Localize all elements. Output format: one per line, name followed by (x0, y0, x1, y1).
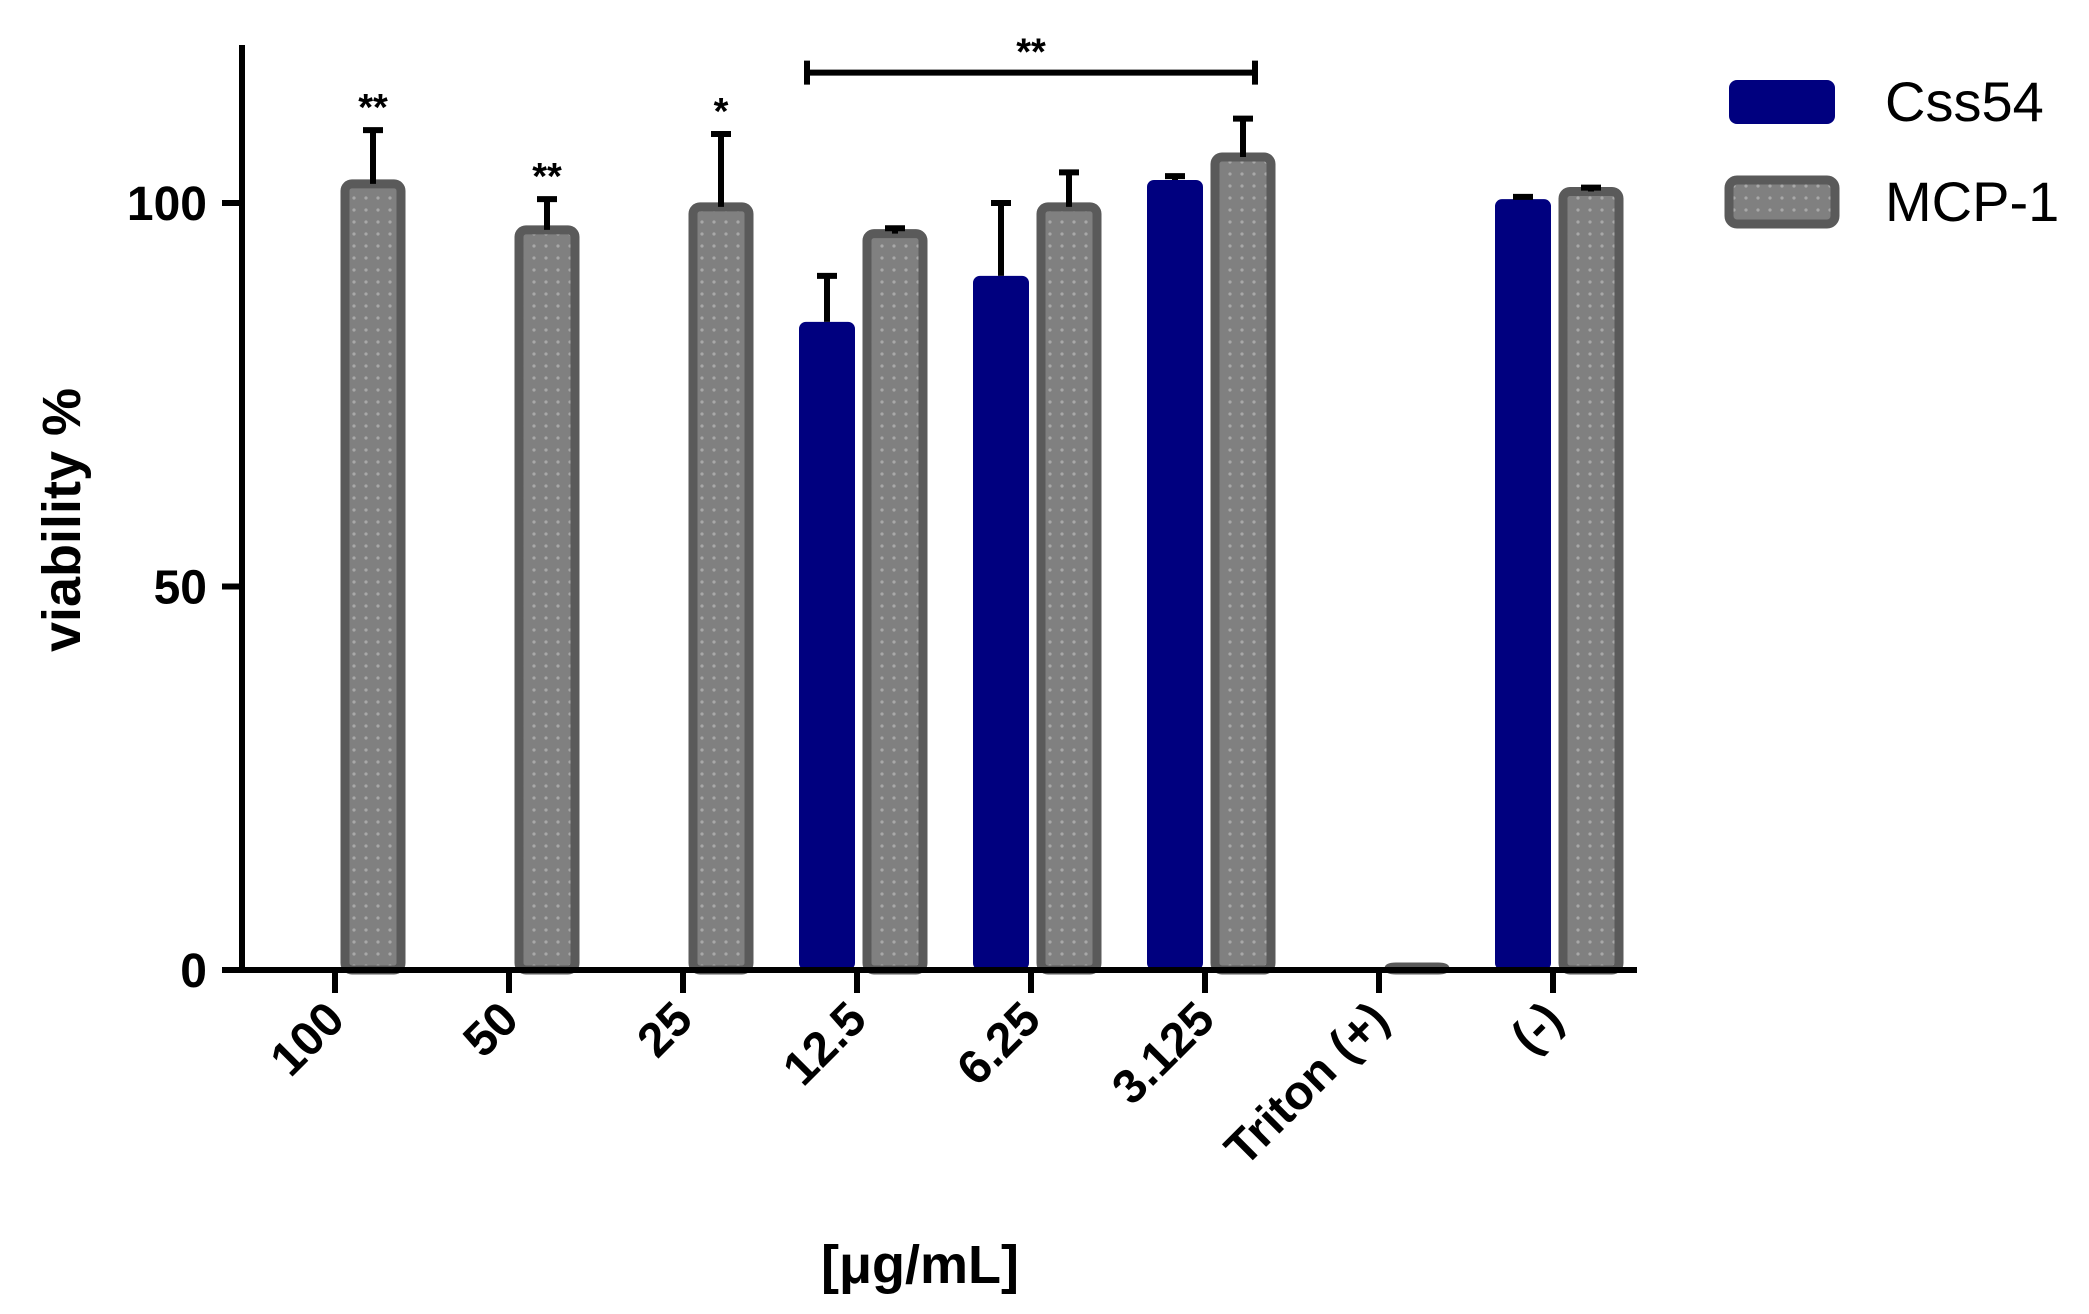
bar-mcp-1- (1558, 186, 1624, 975)
x-tick-label-50: 50 (454, 992, 529, 1067)
significance-label-50: ** (532, 156, 562, 198)
x-axis-title: [μg/mL] (821, 1235, 1019, 1295)
error-bar-mcp-1-3-125 (1233, 115, 1253, 157)
legend-label-css54: Css54 (1885, 70, 2044, 133)
bar-mcp-1-3-125 (1210, 152, 1276, 975)
y-tick-label-100: 100 (127, 178, 207, 231)
bar-css54-6-25 (973, 275, 1029, 970)
error-bar-mcp-1-100 (363, 127, 383, 184)
x-tick-label-3-125: 3.125 (1102, 992, 1224, 1114)
x-tick-label-25: 25 (628, 992, 703, 1067)
x-tick-label-100: 100 (261, 992, 355, 1086)
y-ticks: 0 50 100 (127, 178, 242, 998)
bar-mcp-1-100 (340, 179, 406, 975)
legend: Css54 MCP-1 (1724, 70, 2059, 233)
significance-label-100: ** (358, 87, 388, 129)
bar-css54-12-5 (799, 321, 855, 970)
error-bar-css54-6-25 (991, 200, 1011, 276)
error-bar-mcp-1-50 (537, 196, 557, 230)
x-tick-label-12-5: 12.5 (773, 992, 877, 1096)
significance-bracket-label: ** (1016, 32, 1046, 74)
error-bar-css54- (1513, 193, 1533, 200)
legend-swatch-css54 (1729, 80, 1835, 124)
significance-label-25: * (714, 91, 729, 133)
legend-label-mcp-1: MCP-1 (1885, 170, 2059, 233)
error-bar-css54-12-5 (817, 272, 837, 322)
significance-bracket (804, 60, 1258, 85)
bar-css54-3-125 (1147, 179, 1203, 971)
y-axis-title: viability % (32, 388, 92, 652)
error-bar-css54-3-125 (1165, 173, 1185, 180)
x-tick-label-triton: Triton (+) (1215, 992, 1399, 1176)
error-bar-mcp-1- (1581, 184, 1601, 192)
bar-css54- (1495, 199, 1551, 971)
y-tick-label-50: 50 (154, 562, 207, 615)
bar-mcp-1-25 (688, 202, 754, 975)
significance-annotations: ******* (358, 32, 1258, 198)
legend-swatch-mcp-1 (1724, 175, 1840, 229)
x-tick-label-: (-) (1501, 992, 1572, 1063)
error-bar-mcp-1-25 (711, 130, 731, 207)
bar-mcp-1-50 (514, 225, 580, 975)
error-bar-mcp-1-12-5 (885, 225, 905, 234)
error-bar-mcp-1-6-25 (1059, 169, 1079, 207)
x-tick-label-6-25: 6.25 (947, 992, 1051, 1096)
bars-group (277, 152, 1624, 975)
bar-mcp-1-6-25 (1036, 202, 1102, 975)
error-bars-group (363, 115, 1601, 322)
y-tick-label-0: 0 (180, 945, 207, 998)
bar-mcp-1-12-5 (862, 229, 928, 975)
